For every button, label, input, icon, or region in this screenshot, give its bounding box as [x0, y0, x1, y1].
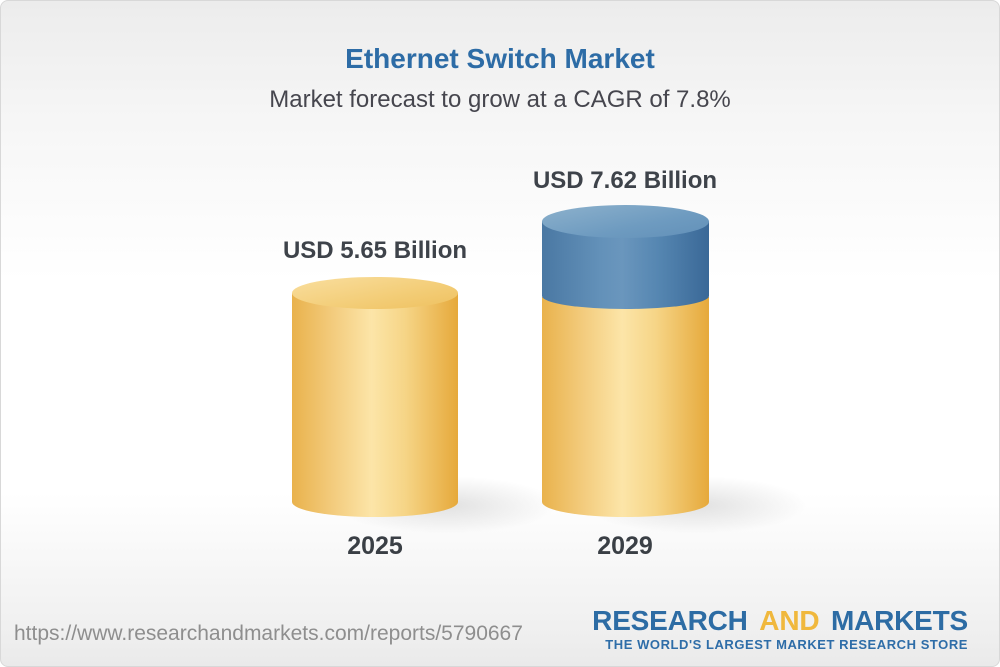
report-url: https://www.researchandmarkets.com/repor…	[14, 622, 523, 645]
logo-word-and: AND	[759, 605, 820, 636]
value-label-2029: USD 7.62 Billion	[532, 167, 718, 194]
category-label-2029: 2029	[597, 532, 653, 560]
value-label-2025: USD 5.65 Billion	[282, 237, 468, 264]
bar-cylinder-2029	[542, 205, 709, 519]
chart-subtitle: Market forecast to grow at a CAGR of 7.8…	[269, 86, 731, 113]
research-and-markets-logo: RESEARCH AND MARKETS THE WORLD'S LARGEST…	[592, 606, 968, 653]
category-label-2025: 2025	[347, 532, 403, 560]
logo-word-research: RESEARCH	[592, 605, 748, 636]
logo-wordmark: RESEARCH AND MARKETS	[592, 606, 968, 635]
cylinder-base-segment-2029	[542, 297, 709, 517]
cylinder-cap-2025	[292, 277, 458, 309]
cylinder-cap-2029	[542, 205, 709, 238]
cylinder-body-2025	[292, 293, 458, 517]
bar-cylinder-2025	[292, 277, 458, 519]
logo-word-markets: MARKETS	[830, 605, 968, 636]
logo-tagline: THE WORLD'S LARGEST MARKET RESEARCH STOR…	[605, 637, 968, 653]
chart-title: Ethernet Switch Market	[345, 43, 655, 74]
